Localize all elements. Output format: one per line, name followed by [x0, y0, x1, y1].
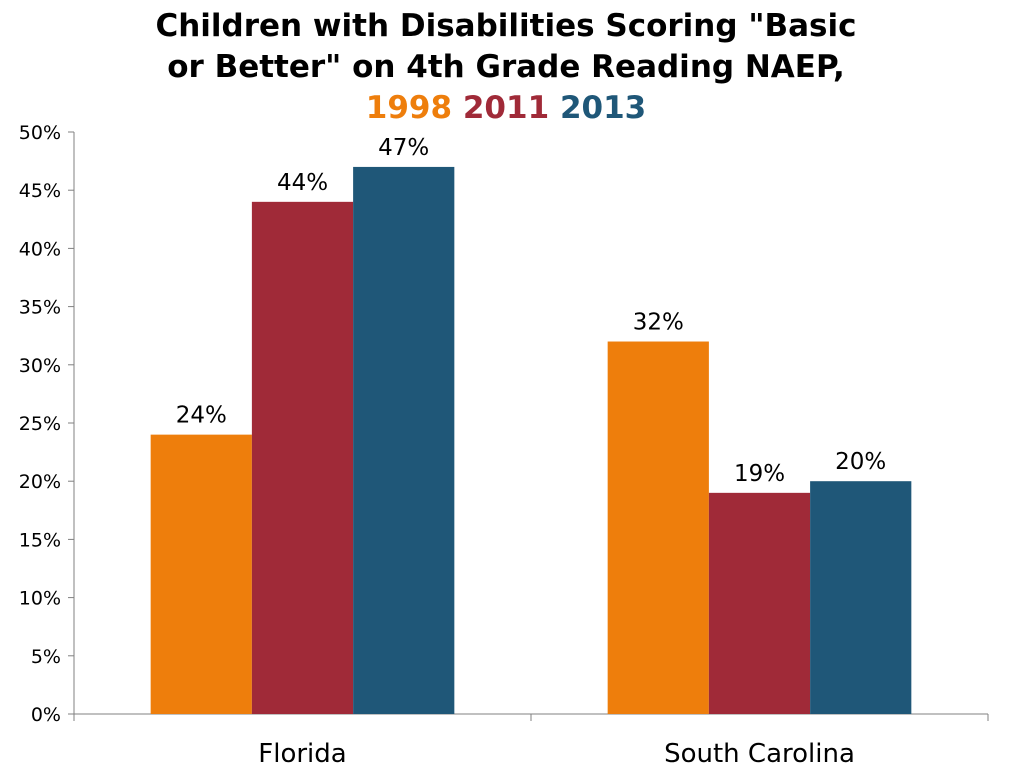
bar	[708, 492, 811, 714]
title-year-1998: 1998	[365, 90, 453, 126]
y-tick-label: 15%	[19, 529, 61, 551]
title-year-2013: 2013	[559, 90, 647, 126]
bar	[150, 434, 252, 714]
bar	[251, 201, 354, 715]
data-label: 32%	[633, 310, 684, 336]
y-tick-label: 30%	[19, 355, 61, 377]
y-tick-label: 45%	[19, 180, 61, 202]
y-tick-label: 0%	[31, 704, 61, 726]
y-tick-label: 25%	[19, 413, 61, 435]
chart-title-line-1: Children with Disabilities Scoring "Basi…	[155, 8, 857, 44]
data-label: 44%	[277, 170, 328, 196]
bar	[810, 481, 912, 714]
y-tick-label: 35%	[19, 297, 61, 319]
category-label: South Carolina	[664, 739, 855, 769]
title-year-2011: 2011	[462, 90, 550, 126]
data-label: 24%	[176, 403, 227, 429]
chart-title-line-2: or Better" on 4th Grade Reading NAEP,	[167, 49, 845, 85]
y-tick-label: 10%	[19, 588, 61, 610]
y-tick-label: 20%	[19, 471, 61, 493]
bar	[607, 341, 709, 714]
category-label: Florida	[258, 739, 346, 769]
y-tick-label: 50%	[19, 122, 61, 144]
chart-title: Children with Disabilities Scoring "Basi…	[0, 6, 1012, 129]
y-tick-label: 40%	[19, 238, 61, 260]
data-label: 47%	[378, 135, 429, 161]
y-tick-label: 5%	[31, 646, 61, 668]
data-label: 20%	[835, 449, 886, 475]
data-label: 19%	[734, 461, 785, 487]
bar	[353, 166, 455, 715]
chart-title-years: 1998 2011 2013	[0, 88, 1012, 129]
